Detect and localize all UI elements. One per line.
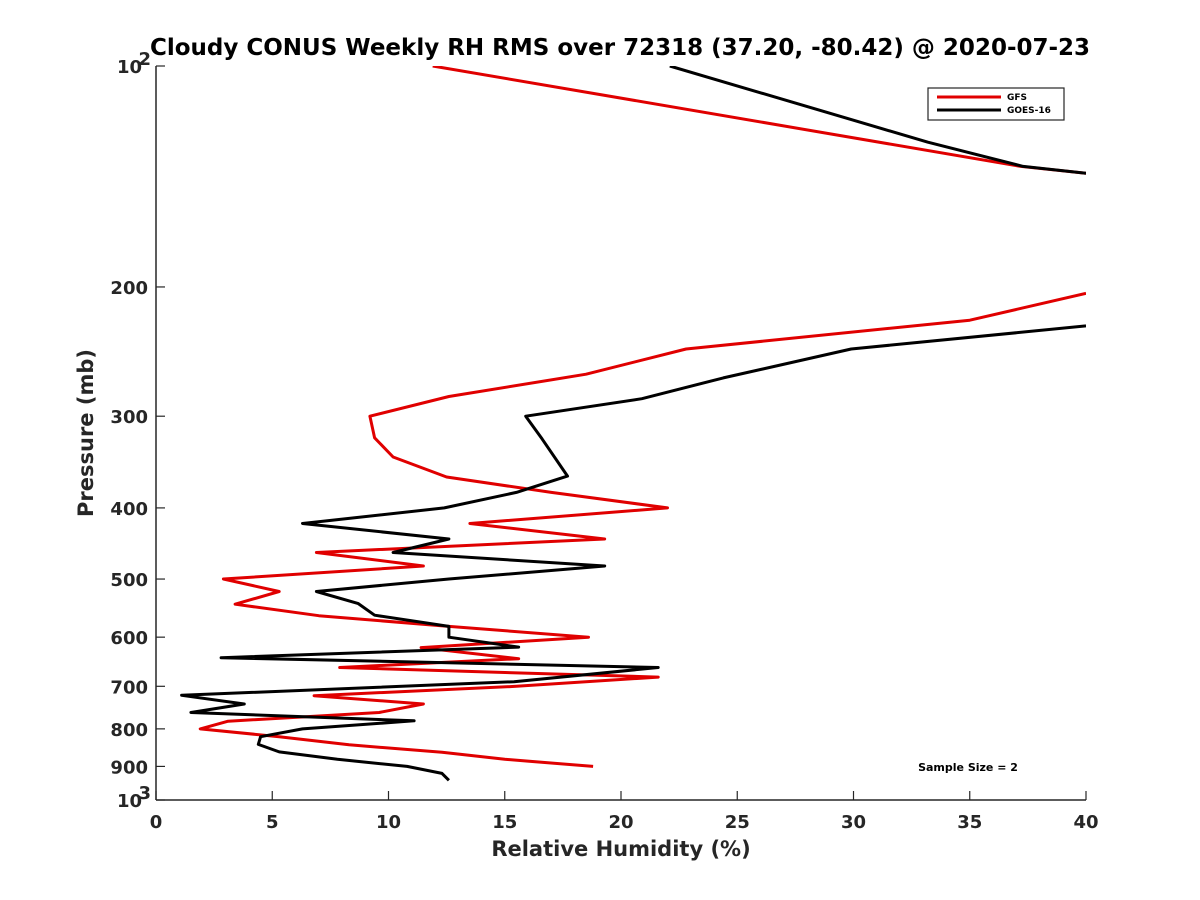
x-tick-label: 30 — [841, 812, 866, 833]
legend-label: GFS — [1007, 93, 1027, 103]
axes: 0 5 10 15 20 25 30 35 40102200300400500600700800… — [110, 49, 1098, 833]
y-tick-label: 10 — [117, 57, 142, 78]
y-tick-label: 800 — [110, 720, 148, 741]
y-tick-label: 900 — [110, 757, 148, 778]
y-tick-label: 500 — [110, 570, 148, 591]
chart-title: Cloudy CONUS Weekly RH RMS over 72318 (3… — [150, 35, 1090, 61]
x-tick-label: 25 — [725, 812, 750, 833]
legend-label: GOES-16 — [1007, 106, 1051, 116]
x-tick-label: 40 — [1073, 812, 1098, 833]
series-layer — [180, 66, 1086, 782]
x-tick-label: 20 — [608, 812, 633, 833]
legend: GFS GOES-16 — [927, 87, 1065, 121]
y-tick-exponent: 2 — [138, 49, 151, 70]
x-tick-label: 0 — [150, 812, 163, 833]
x-axis-label: Relative Humidity (%) — [491, 837, 750, 861]
series-line-goes-16 — [180, 66, 1086, 782]
y-tick-exponent: 3 — [138, 783, 151, 804]
x-tick-label: 5 — [266, 812, 279, 833]
x-tick-label: 10 — [376, 812, 401, 833]
x-tick-label: 35 — [957, 812, 982, 833]
legend-box — [927, 87, 1065, 121]
sample-size-annotation: Sample Size = 2 — [918, 761, 1018, 774]
y-tick-label: 10 — [117, 791, 142, 812]
y-tick-label: 300 — [110, 407, 148, 428]
x-tick-label: 15 — [492, 812, 517, 833]
y-tick-label: 700 — [110, 677, 148, 698]
y-axis-label: Pressure (mb) — [74, 349, 98, 517]
y-tick-label: 400 — [110, 499, 148, 520]
y-tick-label: 600 — [110, 628, 148, 649]
y-tick-label: 200 — [110, 278, 148, 299]
